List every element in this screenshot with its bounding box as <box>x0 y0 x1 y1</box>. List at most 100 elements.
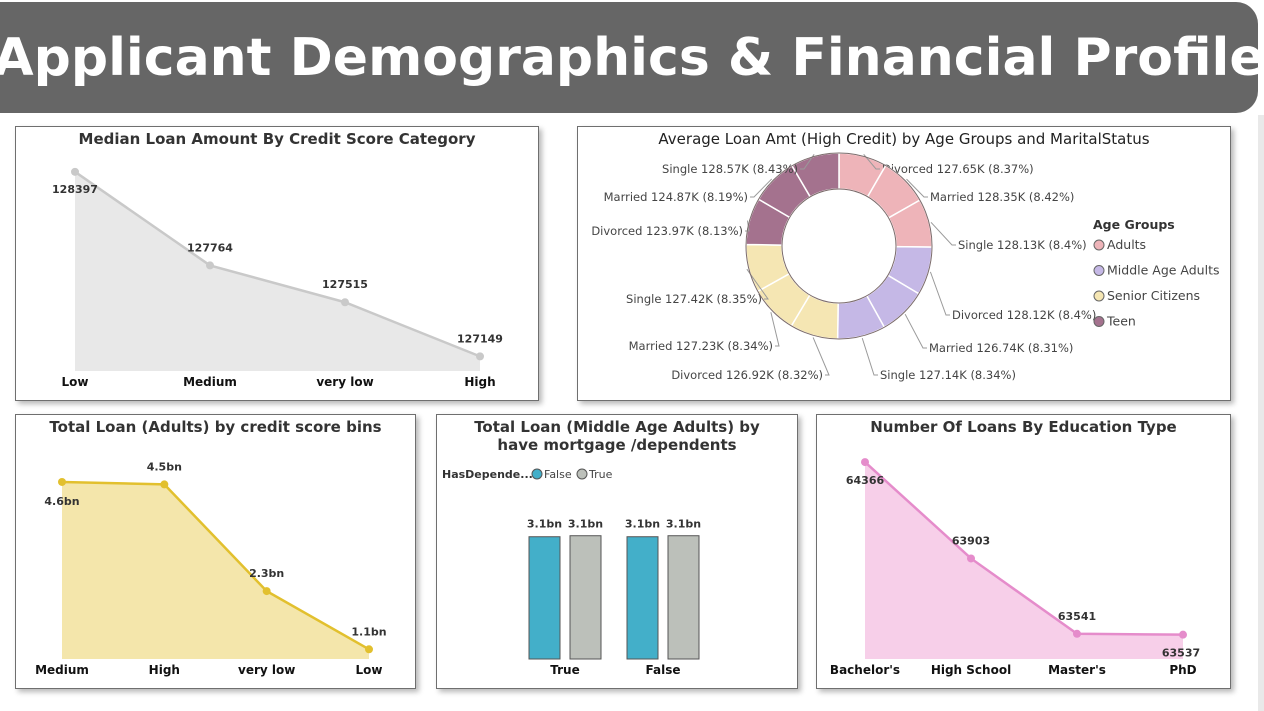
donut-slice-label: Divorced 127.65K (8.37%) <box>882 162 1034 176</box>
legend-marker[interactable] <box>1093 239 1105 251</box>
median-loan-category-label: Low <box>62 375 89 389</box>
avg-loan-donut-title: Average Loan Amt (High Credit) by Age Gr… <box>658 130 1150 148</box>
donut-leader-line <box>750 178 773 198</box>
loans-education-point[interactable] <box>967 554 975 563</box>
median-loan-category-label: High <box>464 375 495 389</box>
donut-leader-line <box>812 337 830 376</box>
loans-education-data-label: 63537 <box>1162 647 1200 660</box>
median-loan-data-label: 127149 <box>457 332 503 345</box>
donut-leader-line <box>800 154 815 170</box>
donut-legend-title: Age Groups <box>1093 217 1175 232</box>
bar[interactable] <box>528 536 561 660</box>
donut-leader-line <box>930 221 956 246</box>
loans-education-chart: 64366 Bachelor's 63903 High School 63541 Mast… <box>830 458 1200 677</box>
median-loan-chart-title: Median Loan Amount By Credit Score Categ… <box>78 130 476 148</box>
legend-marker[interactable] <box>1093 290 1105 302</box>
donut-leader-line <box>770 312 780 347</box>
loans-education-data-label: 63903 <box>952 534 990 547</box>
donut-outer-outline <box>745 152 933 340</box>
bar-category-label: True <box>550 663 579 677</box>
avg-loan-donut-chart: Divorced 127.65K (8.37%) Married 128.35K … <box>591 152 1220 382</box>
loans-education-data-label: 63541 <box>1058 610 1096 623</box>
donut-legend-item[interactable]: Teen <box>1106 314 1136 329</box>
loans-education-category-label: Master's <box>1048 663 1106 677</box>
header-banner: Applicant Demographics & Financial Profi… <box>0 2 1264 113</box>
median-loan-point[interactable] <box>71 167 79 176</box>
loans-education-title: Number Of Loans By Education Type <box>870 418 1177 436</box>
median-loan-category-label: Medium <box>183 375 237 389</box>
bar-legend-item[interactable]: True <box>588 468 613 481</box>
total-loan-adults-data-label: 4.6bn <box>44 495 79 508</box>
median-loan-point[interactable] <box>206 261 214 270</box>
median-loan-chart: 128397 Low 127764 Medium 127515 very low 12714… <box>52 167 503 389</box>
bar-legend-item[interactable]: False <box>544 468 572 481</box>
donut-legend-item[interactable]: Senior Citizens <box>1107 288 1200 303</box>
total-loan-middle-panel[interactable]: Total Loan (Middle Age Adults) by have m… <box>436 414 798 689</box>
donut-leader-line <box>904 313 927 349</box>
bar-legend-title: HasDepende... <box>442 468 533 481</box>
donut-legend-item[interactable]: Adults <box>1107 237 1146 252</box>
total-loan-adults-category-label: Low <box>356 663 383 677</box>
donut-leader-line <box>861 337 878 376</box>
donut-slice-label: Married 124.87K (8.19%) <box>604 190 748 204</box>
bar-legend-marker[interactable] <box>531 468 543 480</box>
total-loan-adults-category-label: Medium <box>35 663 89 677</box>
bar-legend-marker[interactable] <box>576 468 588 480</box>
avg-loan-donut-panel[interactable]: Average Loan Amt (High Credit) by Age Gr… <box>577 126 1231 401</box>
median-loan-data-label: 127764 <box>187 241 233 254</box>
legend-marker[interactable] <box>1093 316 1105 327</box>
loans-education-data-label: 64366 <box>846 474 885 487</box>
donut-legend-item[interactable]: Middle Age Adults <box>1107 263 1220 278</box>
bar[interactable] <box>626 536 659 660</box>
loans-education-point[interactable] <box>1073 629 1081 638</box>
donut-slice-label: Divorced 123.97K (8.13%) <box>591 224 743 238</box>
total-loan-adults-data-label: 4.5bn <box>147 460 182 473</box>
total-loan-adults-title: Total Loan (Adults) by credit score bins <box>49 418 382 436</box>
total-loan-adults-line <box>61 480 370 651</box>
donut-slice-label: Single 128.57K (8.43%) <box>662 162 798 176</box>
loans-education-panel[interactable]: Number Of Loans By Education Type 64366 B… <box>816 414 1231 689</box>
donut-inner-outline <box>781 188 897 304</box>
loans-education-category-label: Bachelor's <box>830 663 900 677</box>
bar-data-label: 3.1bn <box>527 518 562 531</box>
donut-leader-line <box>746 268 769 300</box>
median-loan-category-label: very low <box>316 375 373 389</box>
donut-leader-line <box>745 220 750 232</box>
loans-education-line <box>864 461 1184 636</box>
donut-slice-label: Single 128.13K (8.4%) <box>958 238 1087 252</box>
donut-slice-label: Married 127.23K (8.34%) <box>629 339 773 353</box>
bar-category-label: False <box>646 663 681 677</box>
loans-education-category-label: PhD <box>1169 663 1196 677</box>
donut-leader-line <box>929 271 950 316</box>
legend-marker[interactable] <box>1093 265 1105 276</box>
total-loan-adults-category-label: very low <box>238 663 295 677</box>
total-loan-middle-title: Total Loan (Middle Age Adults) by have m… <box>474 418 760 454</box>
loans-education-point[interactable] <box>861 458 869 467</box>
donut-leader-line <box>906 178 928 198</box>
median-loan-data-label: 128397 <box>52 183 98 196</box>
total-loan-adults-chart: 4.6bn Medium 4.5bn High 2.3bn very low 1.1bn Lo… <box>35 460 387 677</box>
total-loan-adults-category-label: High <box>149 663 180 677</box>
median-loan-point[interactable] <box>476 352 484 361</box>
median-loan-chart-panel[interactable]: Median Loan Amount By Credit Score Categ… <box>15 126 539 401</box>
total-loan-adults-point[interactable] <box>365 645 373 654</box>
total-loan-adults-point[interactable] <box>58 477 66 486</box>
total-loan-adults-point[interactable] <box>262 587 271 596</box>
loans-education-point[interactable] <box>1179 630 1187 639</box>
total-loan-adults-panel[interactable]: Total Loan (Adults) by credit score bins… <box>15 414 416 689</box>
total-loan-adults-point[interactable] <box>160 480 169 489</box>
total-loan-adults-data-label: 1.1bn <box>351 625 386 638</box>
donut-slice-label: Single 127.14K (8.34%) <box>880 368 1016 382</box>
loans-education-area-fill <box>865 462 1183 659</box>
loans-education-category-label: High School <box>931 663 1011 677</box>
total-loan-adults-area-fill <box>62 481 369 659</box>
median-loan-point[interactable] <box>341 298 349 307</box>
donut-slice-label: Divorced 126.92K (8.32%) <box>671 368 823 382</box>
bar[interactable] <box>569 535 602 660</box>
donut-leader-line <box>863 153 880 170</box>
total-loan-middle-chart: HasDepende... False True 3.1bn 3.1bn True 3.1b… <box>442 468 701 677</box>
median-loan-data-label: 127515 <box>322 278 368 291</box>
median-loan-area-fill <box>75 171 480 371</box>
bar[interactable] <box>667 535 700 660</box>
bar-data-label: 3.1bn <box>666 518 701 531</box>
